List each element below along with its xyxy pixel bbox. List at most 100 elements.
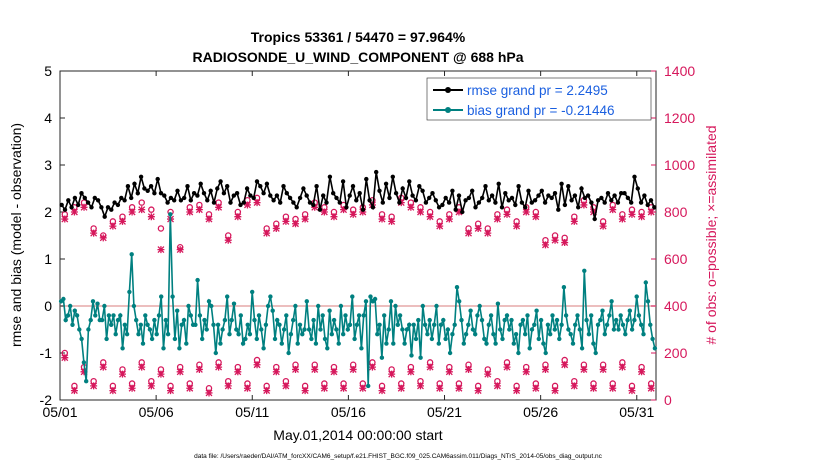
bias-point bbox=[334, 327, 339, 332]
obs-assimilated-marker bbox=[263, 387, 271, 395]
bias-point bbox=[265, 303, 271, 309]
bias-point bbox=[559, 322, 564, 327]
obs-assimilated-marker bbox=[70, 208, 78, 216]
obs-assimilated-marker bbox=[61, 354, 69, 362]
rmse-point bbox=[599, 195, 604, 201]
bias-point bbox=[623, 332, 628, 337]
bias-point bbox=[259, 327, 264, 332]
obs-assimilated-marker bbox=[445, 368, 453, 376]
rmse-point bbox=[311, 202, 316, 208]
bias-point bbox=[639, 322, 644, 327]
rmse-point bbox=[59, 202, 64, 208]
bias-point bbox=[220, 327, 225, 332]
rmse-point bbox=[152, 191, 157, 196]
bias-point bbox=[407, 322, 412, 327]
obs-assimilated-marker bbox=[176, 246, 184, 254]
rmse-point bbox=[135, 191, 140, 196]
bias-point bbox=[345, 327, 350, 332]
obs-possible-marker bbox=[148, 206, 155, 213]
y-right-tick-label: 1400 bbox=[664, 63, 695, 79]
bias-point bbox=[347, 322, 353, 327]
bias-point bbox=[243, 336, 248, 342]
legend-rmse-label: rmse grand pr = 2.2495 bbox=[467, 83, 608, 98]
rmse-point bbox=[82, 195, 88, 201]
bias-point bbox=[541, 341, 546, 346]
obs-assimilated-marker bbox=[80, 368, 88, 376]
rmse-point bbox=[89, 205, 94, 210]
bias-point bbox=[377, 322, 382, 327]
bias-point bbox=[529, 327, 535, 332]
obs-assimilated-marker bbox=[474, 387, 482, 395]
obs-assimilated-marker bbox=[340, 384, 348, 392]
rmse-point bbox=[585, 193, 591, 198]
rmse-point bbox=[314, 184, 319, 189]
obs-assimilated-marker bbox=[359, 208, 367, 216]
bias-point bbox=[563, 313, 569, 318]
legend-bias-label: bias grand pr = -0.21446 bbox=[467, 103, 614, 118]
bias-point bbox=[400, 327, 405, 332]
rmse-point bbox=[85, 200, 91, 205]
bias-point bbox=[129, 252, 134, 257]
bias-point bbox=[602, 332, 607, 337]
y-tick-label: 2 bbox=[44, 204, 52, 220]
y-tick-label: 4 bbox=[44, 110, 52, 126]
rmse-point bbox=[138, 174, 144, 179]
bias-point bbox=[238, 313, 243, 318]
obs-assimilated-marker bbox=[628, 387, 636, 395]
bias-point bbox=[236, 332, 241, 337]
x-axis: 05/01 05/06 05/11 05/16 05/21 05/26 05/31 bbox=[42, 71, 654, 420]
bias-point bbox=[304, 299, 309, 304]
rmse-point bbox=[466, 195, 472, 201]
bias-point bbox=[589, 313, 594, 318]
rmse-point bbox=[367, 198, 372, 203]
rmse-point bbox=[294, 205, 299, 210]
obs-assimilated-marker bbox=[118, 370, 126, 378]
obs-assimilated-marker bbox=[609, 206, 617, 214]
obs-assimilated-marker bbox=[176, 368, 184, 376]
obs-assimilated-marker bbox=[147, 382, 155, 390]
rmse-point bbox=[304, 193, 309, 198]
rmse-point bbox=[112, 200, 117, 205]
obs-assimilated-marker bbox=[416, 382, 424, 390]
bias-point bbox=[452, 322, 457, 327]
obs-assimilated-marker bbox=[282, 217, 290, 225]
rmse-point bbox=[72, 195, 78, 201]
obs-assimilated-marker bbox=[609, 384, 617, 392]
obs-assimilated-marker bbox=[474, 224, 482, 232]
bias-point bbox=[170, 294, 175, 299]
bias-point bbox=[372, 296, 378, 302]
bias-point bbox=[177, 346, 182, 351]
obs-assimilated-marker bbox=[647, 208, 655, 216]
bias-point bbox=[134, 317, 139, 323]
bias-point bbox=[520, 317, 526, 323]
bias-point bbox=[402, 341, 407, 346]
y-axis-label: rmse and bias (model - observation) bbox=[8, 123, 24, 347]
bias-point bbox=[156, 313, 162, 318]
obs-assimilated-marker bbox=[128, 208, 136, 216]
rmse-point bbox=[274, 193, 280, 198]
obs-assimilated-marker bbox=[195, 206, 203, 214]
obs-assimilated-marker bbox=[541, 241, 549, 249]
bias-point bbox=[302, 327, 307, 332]
obs-assimilated-marker bbox=[128, 384, 136, 392]
obs-assimilated-marker bbox=[465, 365, 473, 373]
obs-assimilated-marker bbox=[70, 387, 78, 395]
bias-point bbox=[475, 313, 480, 318]
obs-assimilated-marker bbox=[388, 217, 396, 225]
bias-point bbox=[397, 313, 403, 318]
bias-point bbox=[165, 332, 171, 337]
rmse-point bbox=[360, 207, 366, 212]
bias-point bbox=[270, 308, 275, 313]
x-tick-label: 05/21 bbox=[427, 404, 462, 420]
bias-point bbox=[179, 322, 184, 327]
rmse-point bbox=[321, 193, 326, 198]
bias-point bbox=[79, 336, 84, 342]
obs-assimilated-marker bbox=[109, 222, 117, 230]
rmse-point bbox=[592, 216, 597, 222]
bias-point bbox=[450, 332, 455, 337]
y-tick-label: 0 bbox=[44, 298, 52, 314]
bias-point bbox=[240, 341, 246, 346]
obs-assimilated-marker bbox=[513, 222, 521, 230]
bias-point bbox=[291, 317, 296, 323]
rmse-point bbox=[291, 200, 296, 205]
